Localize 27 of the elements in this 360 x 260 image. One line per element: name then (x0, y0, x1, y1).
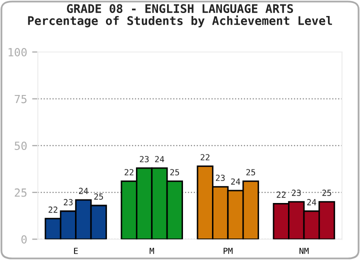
series-label: 24 (79, 188, 88, 194)
y-tick-label: 50 (14, 142, 27, 150)
series-label: 22 (124, 169, 134, 176)
x-tick-label: PM (224, 248, 233, 254)
text: 23 (292, 190, 301, 196)
y-tick-label: 100 (8, 48, 27, 56)
text: 23 (216, 174, 225, 182)
text: 24 (155, 156, 164, 162)
text: 24 (307, 199, 316, 206)
text: 22 (200, 154, 210, 160)
text: 25 (246, 169, 256, 176)
y-tick-label: 25 (14, 188, 26, 197)
x-tick-label: NM (300, 248, 309, 254)
text: 22 (276, 192, 286, 198)
text: 24 (231, 178, 240, 185)
text: 25 (322, 190, 332, 196)
x-tick-label: E (74, 248, 78, 254)
text: 25 (170, 169, 180, 176)
y-tick-label: 75 (14, 94, 26, 104)
text: 22 (48, 206, 58, 213)
y-tick-label: 0 (21, 235, 27, 244)
text: 23 (140, 156, 149, 162)
x-tick-label: M (150, 248, 154, 254)
series-label: 25 (94, 193, 103, 200)
chart-title: GRADE 08 - ENGLISH LANGUAGE ARTS (66, 4, 294, 14)
chart-subtitle: Percentage of Students by Achievement Level (28, 15, 332, 28)
series-label: 23 (64, 199, 73, 206)
